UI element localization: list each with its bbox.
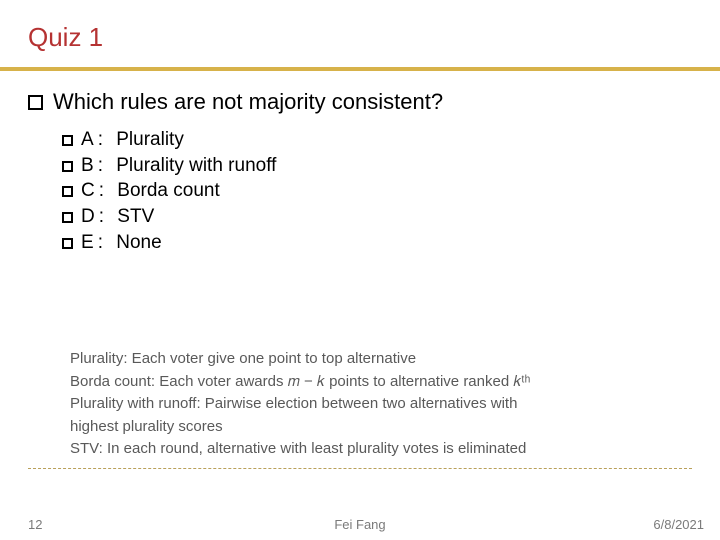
- question-bullet-icon: [28, 95, 43, 110]
- option-text: STV: [117, 204, 154, 230]
- option-e: E: None: [62, 230, 720, 256]
- option-a: A: Plurality: [62, 127, 720, 153]
- option-c: C: Borda count: [62, 178, 720, 204]
- option-bullet-icon: [62, 186, 73, 197]
- definition-line: Plurality with runoff: Pairwise election…: [70, 393, 530, 416]
- option-bullet-icon: [62, 238, 73, 249]
- options-list: A: Plurality B: Plurality with runoff C:…: [28, 115, 720, 255]
- option-letter: B: [81, 153, 94, 179]
- option-bullet-icon: [62, 212, 73, 223]
- definition-line: Plurality: Each voter give one point to …: [70, 348, 530, 371]
- question-line: Which rules are not majority consistent?: [28, 89, 720, 115]
- option-letter: A: [81, 127, 94, 153]
- definition-line: STV: In each round, alternative with lea…: [70, 438, 530, 461]
- option-text: Borda count: [117, 178, 219, 204]
- option-bullet-icon: [62, 161, 73, 172]
- footer: 12 Fei Fang 6/8/2021: [0, 517, 720, 532]
- page-title: Quiz 1: [28, 22, 720, 53]
- option-bullet-icon: [62, 135, 73, 146]
- question-text: Which rules are not majority consistent?: [53, 89, 443, 115]
- footer-center: Fei Fang: [334, 517, 385, 532]
- option-text: Plurality: [116, 127, 184, 153]
- option-d: D: STV: [62, 204, 720, 230]
- footer-date: 6/8/2021: [653, 517, 704, 532]
- title-text: Quiz 1: [28, 22, 103, 52]
- definition-line: Borda count: Each voter awards 𝑚 − 𝑘 poi…: [70, 371, 530, 394]
- definition-line: highest plurality scores: [70, 416, 530, 439]
- definitions-block: Plurality: Each voter give one point to …: [70, 348, 530, 461]
- option-text: Plurality with runoff: [116, 153, 276, 179]
- page-number: 12: [28, 517, 42, 532]
- definitions-underline: [28, 468, 692, 469]
- option-letter: D: [81, 204, 95, 230]
- option-b: B: Plurality with runoff: [62, 153, 720, 179]
- option-text: None: [116, 230, 161, 256]
- option-letter: E: [81, 230, 94, 256]
- option-letter: C: [81, 178, 95, 204]
